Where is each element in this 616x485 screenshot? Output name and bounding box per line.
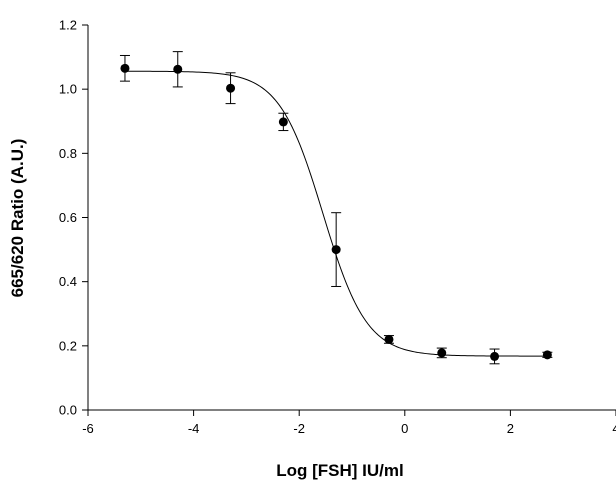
data-point-group bbox=[278, 112, 289, 132]
data-point-group bbox=[436, 347, 447, 359]
y-tick-label: 1.2 bbox=[59, 18, 77, 33]
data-point bbox=[331, 245, 341, 255]
data-point bbox=[278, 117, 288, 127]
y-tick-label: 0.2 bbox=[59, 338, 77, 353]
data-point-group bbox=[331, 212, 342, 287]
x-axis-title: Log [FSH] IU/ml bbox=[276, 461, 403, 480]
y-tick-label: 1.0 bbox=[59, 82, 77, 97]
data-point-group bbox=[225, 72, 236, 105]
y-tick-label: 0.6 bbox=[59, 210, 77, 225]
data-point-group bbox=[383, 334, 394, 344]
data-point bbox=[542, 350, 552, 360]
y-tick-label: 0.0 bbox=[59, 403, 77, 418]
x-tick-label: 0 bbox=[401, 421, 408, 436]
x-tick-label: -4 bbox=[188, 421, 200, 436]
axes: 0.0 0.2 0.4 0.6 0.8 1.0 1.2 -6 -4 -2 0 2 4 bbox=[59, 18, 616, 436]
data-point-group bbox=[172, 51, 183, 88]
data-point-group bbox=[542, 350, 553, 360]
data-points bbox=[119, 51, 553, 365]
x-tick-label: -6 bbox=[82, 421, 94, 436]
y-axis-title: 665/620 Ratio (A.U.) bbox=[8, 139, 27, 298]
data-point bbox=[384, 334, 394, 344]
data-point bbox=[173, 64, 183, 74]
data-point bbox=[437, 348, 447, 358]
data-point bbox=[226, 83, 236, 93]
y-tick-label: 0.8 bbox=[59, 146, 77, 161]
data-point bbox=[490, 351, 500, 361]
x-tick-label: -2 bbox=[293, 421, 305, 436]
y-tick-label: 0.4 bbox=[59, 274, 77, 289]
data-point bbox=[120, 63, 130, 73]
data-point-group bbox=[119, 54, 130, 82]
x-tick-label: 2 bbox=[507, 421, 514, 436]
x-tick-label: 4 bbox=[612, 421, 616, 436]
data-point-group bbox=[489, 348, 500, 365]
